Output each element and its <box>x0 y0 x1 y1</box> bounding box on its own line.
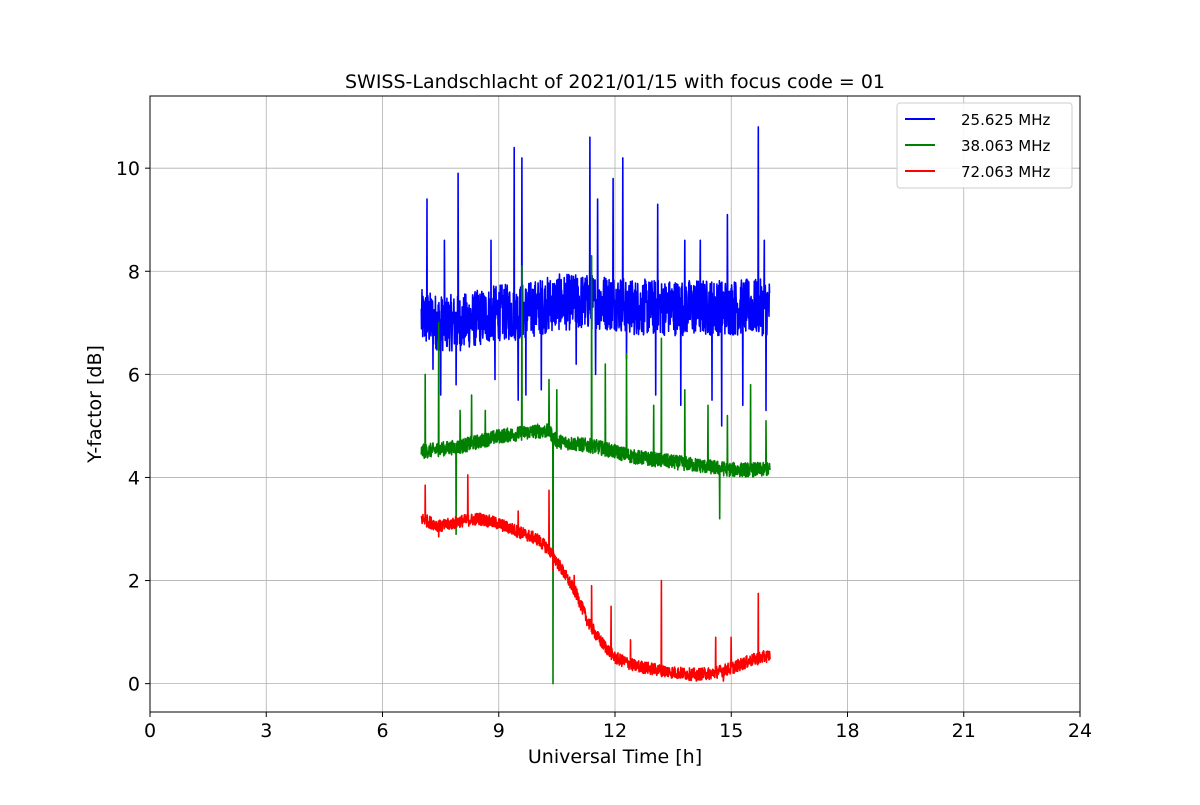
series-line-1 <box>420 126 771 427</box>
x-tick-label: 18 <box>835 720 859 742</box>
x-tick-label: 6 <box>376 720 388 742</box>
x-tick-label: 0 <box>144 720 156 742</box>
x-tick-label: 15 <box>719 720 743 742</box>
series-line-2 <box>420 255 771 685</box>
chart-title: SWISS-Landschlacht of 2021/01/15 with fo… <box>345 71 885 93</box>
y-tick-label: 6 <box>128 364 140 386</box>
legend-box <box>896 102 1073 189</box>
x-axis-label: Universal Time [h] <box>528 746 702 768</box>
legend: 25.625 MHz 38.063 MHz 72.063 MHz <box>896 102 1073 189</box>
legend-label: 25.625 MHz <box>961 111 1050 129</box>
x-tick-label: 21 <box>952 720 976 742</box>
y-axis-label: Y-factor [dB] <box>84 345 106 464</box>
y-tick-label: 4 <box>128 467 140 489</box>
series-layer <box>420 126 771 685</box>
legend-label: 38.063 MHz <box>961 137 1050 155</box>
legend-label: 72.063 MHz <box>961 163 1050 181</box>
y-tick-label: 0 <box>128 674 140 696</box>
x-tick-label: 24 <box>1068 720 1092 742</box>
y-tick-label: 10 <box>116 158 140 180</box>
y-tick-label: 2 <box>128 571 140 593</box>
y-tick-label: 8 <box>128 261 140 283</box>
x-tick-label: 9 <box>493 720 505 742</box>
x-tick-label: 12 <box>603 720 627 742</box>
series-line-3 <box>420 474 771 682</box>
x-tick-label: 3 <box>260 720 272 742</box>
